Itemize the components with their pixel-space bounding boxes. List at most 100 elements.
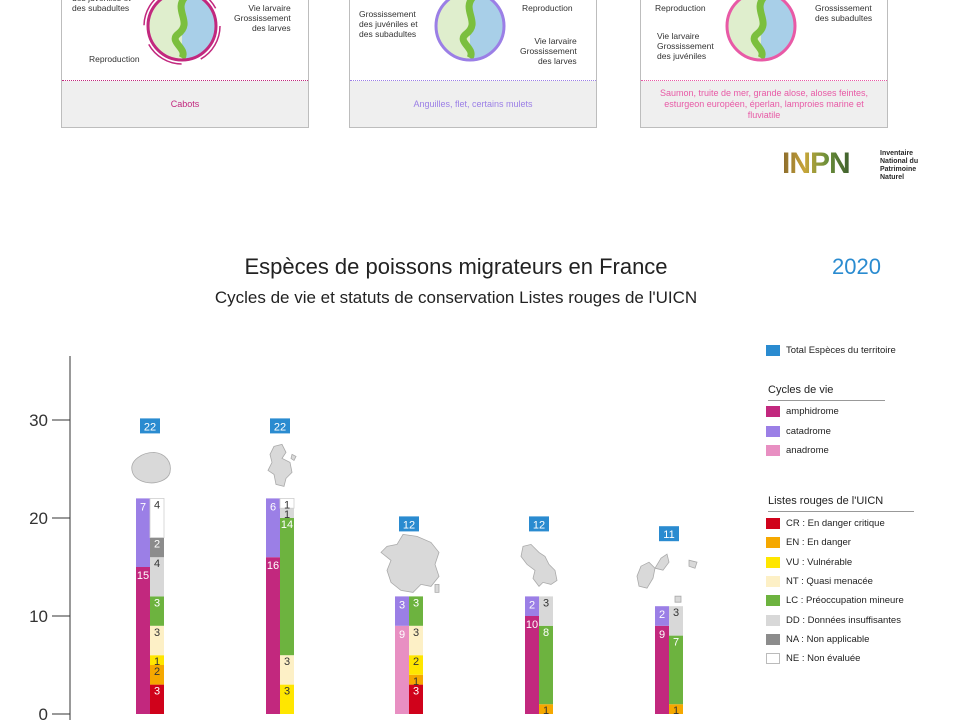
card-label: Grossissement des juvéniles et des subad… xyxy=(72,0,131,13)
bar-segment-label: 10 xyxy=(526,619,538,631)
legend-divider xyxy=(768,511,914,512)
legend-swatch xyxy=(766,406,780,417)
bar-segment-vu xyxy=(150,655,164,665)
bar-segment-dd xyxy=(539,596,553,626)
total-badge xyxy=(140,418,160,434)
legend-swatch xyxy=(766,425,780,437)
cycle-card-anadrome: Reproduction Vie larvaire Grossissement … xyxy=(640,0,888,128)
bar-segment-label: 1 xyxy=(284,509,290,521)
bar-segment-nt xyxy=(409,625,423,656)
bar-segment-label: 3 xyxy=(284,686,290,698)
logo-word: INPN xyxy=(782,147,851,180)
bar-segment-amphidrome xyxy=(136,567,150,714)
card-label: Vie larvaire Grossissement des larves xyxy=(520,36,577,66)
card-label: Grossissement des subadultes xyxy=(815,3,873,23)
bar-segment-label: 1 xyxy=(543,705,549,717)
bar-segment-label: 3 xyxy=(413,627,419,639)
bar-segment-label: 1 xyxy=(413,676,419,688)
legend-cycle-catadrome: catadrome xyxy=(766,425,831,437)
legend-status-en: EN : En danger xyxy=(766,537,851,549)
bar-segment-label: 9 xyxy=(399,629,405,641)
legend-label: Total Espèces du territoire xyxy=(786,345,896,356)
bar-segment-en xyxy=(539,704,553,714)
chart-year: 2020 xyxy=(832,254,881,279)
legend-label: NT : Quasi menacée xyxy=(786,575,873,587)
bar-segment-lc xyxy=(669,635,683,705)
bar-segment-catadrome xyxy=(395,596,409,626)
legend-cycle-amphidrome: amphidrome xyxy=(766,406,839,417)
bar-segment-lc xyxy=(150,596,164,626)
total-badge xyxy=(399,516,419,532)
bar-segment-label: 3 xyxy=(154,686,160,698)
legend-status-dd: DD : Données insuffisantes xyxy=(766,614,901,626)
bar-segment-label: 2 xyxy=(659,609,665,621)
legend-label: CR : En danger critique xyxy=(786,518,885,529)
cycle-card-catadrome: Grossissement des juvéniles et des subad… xyxy=(349,0,597,128)
legend-status-na: NA : Non applicable xyxy=(766,633,870,645)
bar-segment-label: 1 xyxy=(673,705,679,717)
legend-label: VU : Vulnérable xyxy=(786,556,853,568)
total-badge-label: 22 xyxy=(274,421,286,433)
legend-swatch xyxy=(766,595,780,607)
bar-segment-ne xyxy=(279,497,295,509)
legend-swatch xyxy=(766,556,780,568)
legend-status-title: Listes rouges de l'UICN xyxy=(768,495,884,507)
legend-status-cr: CR : En danger critique xyxy=(766,518,885,529)
card-separator xyxy=(641,80,887,81)
legend-cycle-anadrome: anadrome xyxy=(766,445,829,456)
bar-segment-label: 3 xyxy=(284,656,290,668)
card-label: Vie larvaire Grossissement des juvéniles xyxy=(657,31,714,61)
card-footer: Anguilles, flet, certains mulets xyxy=(350,81,596,127)
total-badge-label: 12 xyxy=(403,519,415,531)
bar-segment-catadrome xyxy=(136,498,150,567)
legend-swatch xyxy=(766,537,780,549)
total-badge xyxy=(270,418,290,434)
bar-segment-amphidrome xyxy=(655,625,669,714)
bar-segment-label: 4 xyxy=(154,499,160,511)
card-separator xyxy=(350,80,596,81)
legend-swatch xyxy=(766,575,780,587)
bar-segment-anadrome xyxy=(395,625,409,714)
legend-status-ne: NE : Non évaluée xyxy=(766,653,861,665)
total-badge xyxy=(529,516,549,532)
legend-swatch xyxy=(766,653,780,665)
legend-swatch xyxy=(766,445,780,456)
legend-label: NE : Non évaluée xyxy=(786,653,861,665)
life-cycle-icon xyxy=(143,0,221,65)
card-separator xyxy=(62,80,308,81)
legend-status-vu: VU : Vulnérable xyxy=(766,556,853,568)
bar-segment-catadrome xyxy=(266,498,280,558)
life-cycle-icon xyxy=(725,0,797,62)
legend-cycles-title: Cycles de vie xyxy=(768,384,834,396)
y-tick-label: 10 xyxy=(29,607,48,626)
bar-segment-label: 3 xyxy=(399,599,405,611)
bar-segment-lc xyxy=(280,518,294,656)
bar-segment-label: 7 xyxy=(673,637,679,649)
legend-label: NA : Non applicable xyxy=(786,633,870,645)
total-badge-label: 12 xyxy=(533,519,545,531)
legend-status-nt: NT : Quasi menacée xyxy=(766,575,873,587)
legend-label: EN : En danger xyxy=(786,537,851,549)
bar-segment-label: 14 xyxy=(281,519,293,531)
france-map-icon xyxy=(380,533,440,593)
card-footer: Cabots xyxy=(62,81,308,127)
territory-group: 10 2 1 8 3 12 xyxy=(520,516,558,717)
bar-segment-label: 2 xyxy=(413,656,419,668)
bar-segment-catadrome xyxy=(525,596,539,616)
bar-segment-label: 8 xyxy=(543,627,549,639)
bar-segment-dd xyxy=(669,606,683,636)
logo-text: Inventaire National du Patrimoine Nature… xyxy=(880,150,919,181)
bar-segment-cr xyxy=(150,684,164,714)
bar-segment-label: 3 xyxy=(154,597,160,609)
chart-subtitle: Cycles de vie et statuts de conservation… xyxy=(214,288,698,307)
bar-segment-label: 3 xyxy=(543,597,549,609)
chart-title: Espèces de poissons migrateurs en France xyxy=(244,254,668,279)
legend-label: catadrome xyxy=(786,425,831,437)
bar-segment-label: 3 xyxy=(673,607,679,619)
guadeloupe-map-icon xyxy=(636,553,698,603)
bar-segment-label: 3 xyxy=(413,597,419,609)
bar-segment-cr xyxy=(409,684,423,714)
legend-total: Total Espèces du territoire xyxy=(766,345,896,356)
